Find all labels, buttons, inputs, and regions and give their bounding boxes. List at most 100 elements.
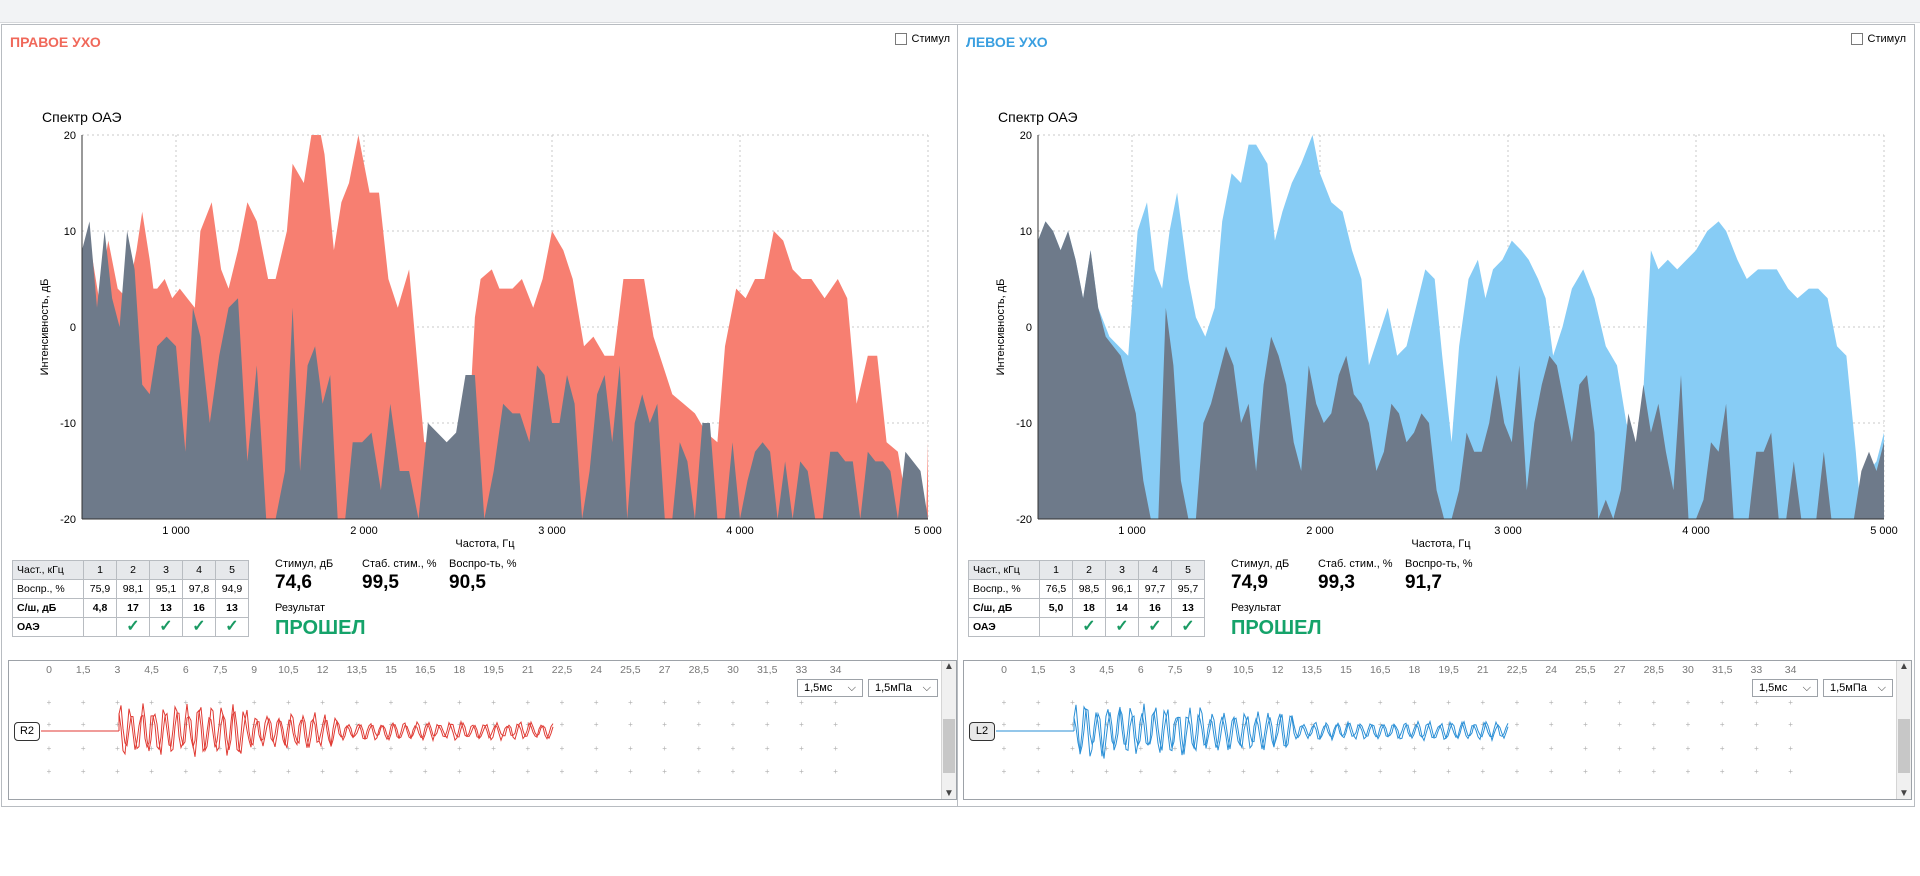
grid-dot: + [1583, 720, 1588, 729]
right-pressure-select[interactable]: 1,5мПа ⌵ [868, 679, 938, 697]
grid-dot: + [183, 767, 188, 776]
table-cell: Част., кГц [968, 560, 1040, 580]
left-chart-title: Спектр ОАЭ [998, 109, 1078, 125]
right-oae-spectrum-chart: Спектр ОАЭ 20 10 0 -10 -20 1 000 2 000 3 000 4 00… [39, 109, 942, 550]
left-result-label: Результат [1231, 602, 1282, 614]
grid-dot: + [457, 698, 462, 707]
grid-dot: + [1070, 744, 1075, 753]
grid-dot: + [594, 767, 599, 776]
left-wave-scrollbar[interactable]: ▲ ▼ [1896, 661, 1911, 799]
grid-dot: + [354, 720, 359, 729]
left-waveform-plot: 0 1,5 3 4,5 6 7,5 9 10,5 12 13,5 15 16,5 18 19,5 21 22,… [996, 664, 1797, 776]
grid-dot: + [1241, 720, 1246, 729]
grid-dot: + [115, 698, 120, 707]
wave-tick-label: 15 [385, 664, 397, 676]
grid-dot: + [1207, 744, 1212, 753]
checkbox-icon[interactable] [1850, 33, 1863, 45]
grid-dot: + [389, 698, 394, 707]
right-time-select[interactable]: 1,5мс ⌵ [797, 679, 863, 697]
table-cell: 4,8 [83, 598, 117, 618]
grid-dot: + [1788, 720, 1793, 729]
grid-dot: + [1378, 698, 1383, 707]
grid-dot: + [183, 744, 188, 753]
scroll-down-icon[interactable]: ▼ [1899, 788, 1909, 799]
grid-dot: + [1480, 698, 1485, 707]
table-cell: 96,1 [1105, 579, 1139, 599]
grid-dot: + [389, 744, 394, 753]
right-channel-tag: R2 [14, 722, 40, 741]
wave-tick-label: 30 [1682, 664, 1694, 676]
y-tick-label: -20 [1016, 514, 1032, 526]
metric-label: Воспро-ть, % [449, 558, 517, 570]
grid-dot: + [149, 744, 154, 753]
grid-dot: + [1549, 767, 1554, 776]
wave-tick-label: 21 [522, 664, 534, 676]
grid-dot: + [1583, 698, 1588, 707]
grid-dot: + [423, 744, 428, 753]
wave-tick-label: 30 [727, 664, 739, 676]
grid-dot: + [1378, 744, 1383, 753]
table-cell: 97,8 [182, 579, 216, 599]
grid-dot: + [491, 720, 496, 729]
table-cell: 94,9 [215, 579, 249, 599]
table-row: Воспр., % 76,5 98,5 96,1 97,7 95,7 [968, 579, 1205, 599]
scroll-up-icon[interactable]: ▲ [944, 661, 954, 672]
wave-tick-label: 24 [1545, 664, 1557, 676]
wave-tick-label: 3 [114, 664, 120, 676]
grid-dot: + [696, 720, 701, 729]
scroll-thumb[interactable] [1898, 719, 1910, 773]
check-icon: ✓ [159, 618, 173, 635]
grid-dot: + [1480, 720, 1485, 729]
scroll-thumb[interactable] [943, 719, 955, 773]
grid-dot: + [1070, 720, 1075, 729]
x-tick-label: 1 000 [1118, 525, 1146, 537]
right-chart-title: Спектр ОАЭ [42, 109, 122, 125]
grid-dot: + [1720, 744, 1725, 753]
select-value: 1,5мс [1759, 682, 1788, 694]
grid-dot: + [252, 767, 257, 776]
grid-dot: + [1309, 698, 1314, 707]
grid-dot: + [183, 698, 188, 707]
grid-dot: + [1686, 767, 1691, 776]
y-tick-label: 10 [1020, 226, 1032, 238]
left-stim-checkbox[interactable]: Стимул [1850, 33, 1906, 45]
grid-dot: + [1788, 744, 1793, 753]
grid-dot: + [1104, 698, 1109, 707]
y-tick-label: 20 [1020, 130, 1032, 142]
grid-dot: + [320, 698, 325, 707]
right-stim-checkbox[interactable]: Стимул [894, 33, 950, 45]
wave-tick-label: 3 [1069, 664, 1075, 676]
x-tick-label: 2 000 [1306, 525, 1334, 537]
metric-label: Стимул, дБ [275, 558, 334, 570]
right-wave-trace [118, 703, 554, 756]
table-cell: 13 [149, 598, 183, 618]
wave-tick-label: 34 [830, 664, 842, 676]
grid-dot: + [1515, 744, 1520, 753]
table-cell: 3 [149, 560, 183, 580]
grid-dot: + [525, 744, 530, 753]
left-pressure-select[interactable]: 1,5мПа ⌵ [1823, 679, 1893, 697]
right-wave-scrollbar[interactable]: ▲ ▼ [941, 661, 956, 799]
grid-dot: + [1651, 720, 1656, 729]
scroll-up-icon[interactable]: ▲ [1899, 661, 1909, 672]
table-cell [83, 617, 117, 637]
table-cell: 5 [1171, 560, 1205, 580]
check-icon: ✓ [225, 618, 239, 635]
table-cell [1039, 617, 1073, 637]
table-cell: 75,9 [83, 579, 117, 599]
checkbox-icon[interactable] [894, 33, 907, 45]
grid-dot: + [1036, 720, 1041, 729]
table-cell: 98,5 [1072, 579, 1106, 599]
grid-dot: + [1686, 744, 1691, 753]
grid-dot: + [799, 698, 804, 707]
left-time-select[interactable]: 1,5мс ⌵ [1752, 679, 1818, 697]
grid-dot: + [47, 767, 52, 776]
left-waveform-panel: 0 1,5 3 4,5 6 7,5 9 10,5 12 13,5 15 16,5 18 19,5 21 22,… [963, 660, 1912, 800]
wave-tick-label: 19,5 [1438, 664, 1459, 676]
scroll-down-icon[interactable]: ▼ [944, 788, 954, 799]
wave-tick-label: 16,5 [1370, 664, 1391, 676]
grid-dot: + [594, 744, 599, 753]
grid-dot: + [1173, 767, 1178, 776]
table-cell: С/ш, дБ [968, 598, 1040, 618]
left-stab-metric: Стаб. стим., % 99,3 [1318, 558, 1393, 594]
